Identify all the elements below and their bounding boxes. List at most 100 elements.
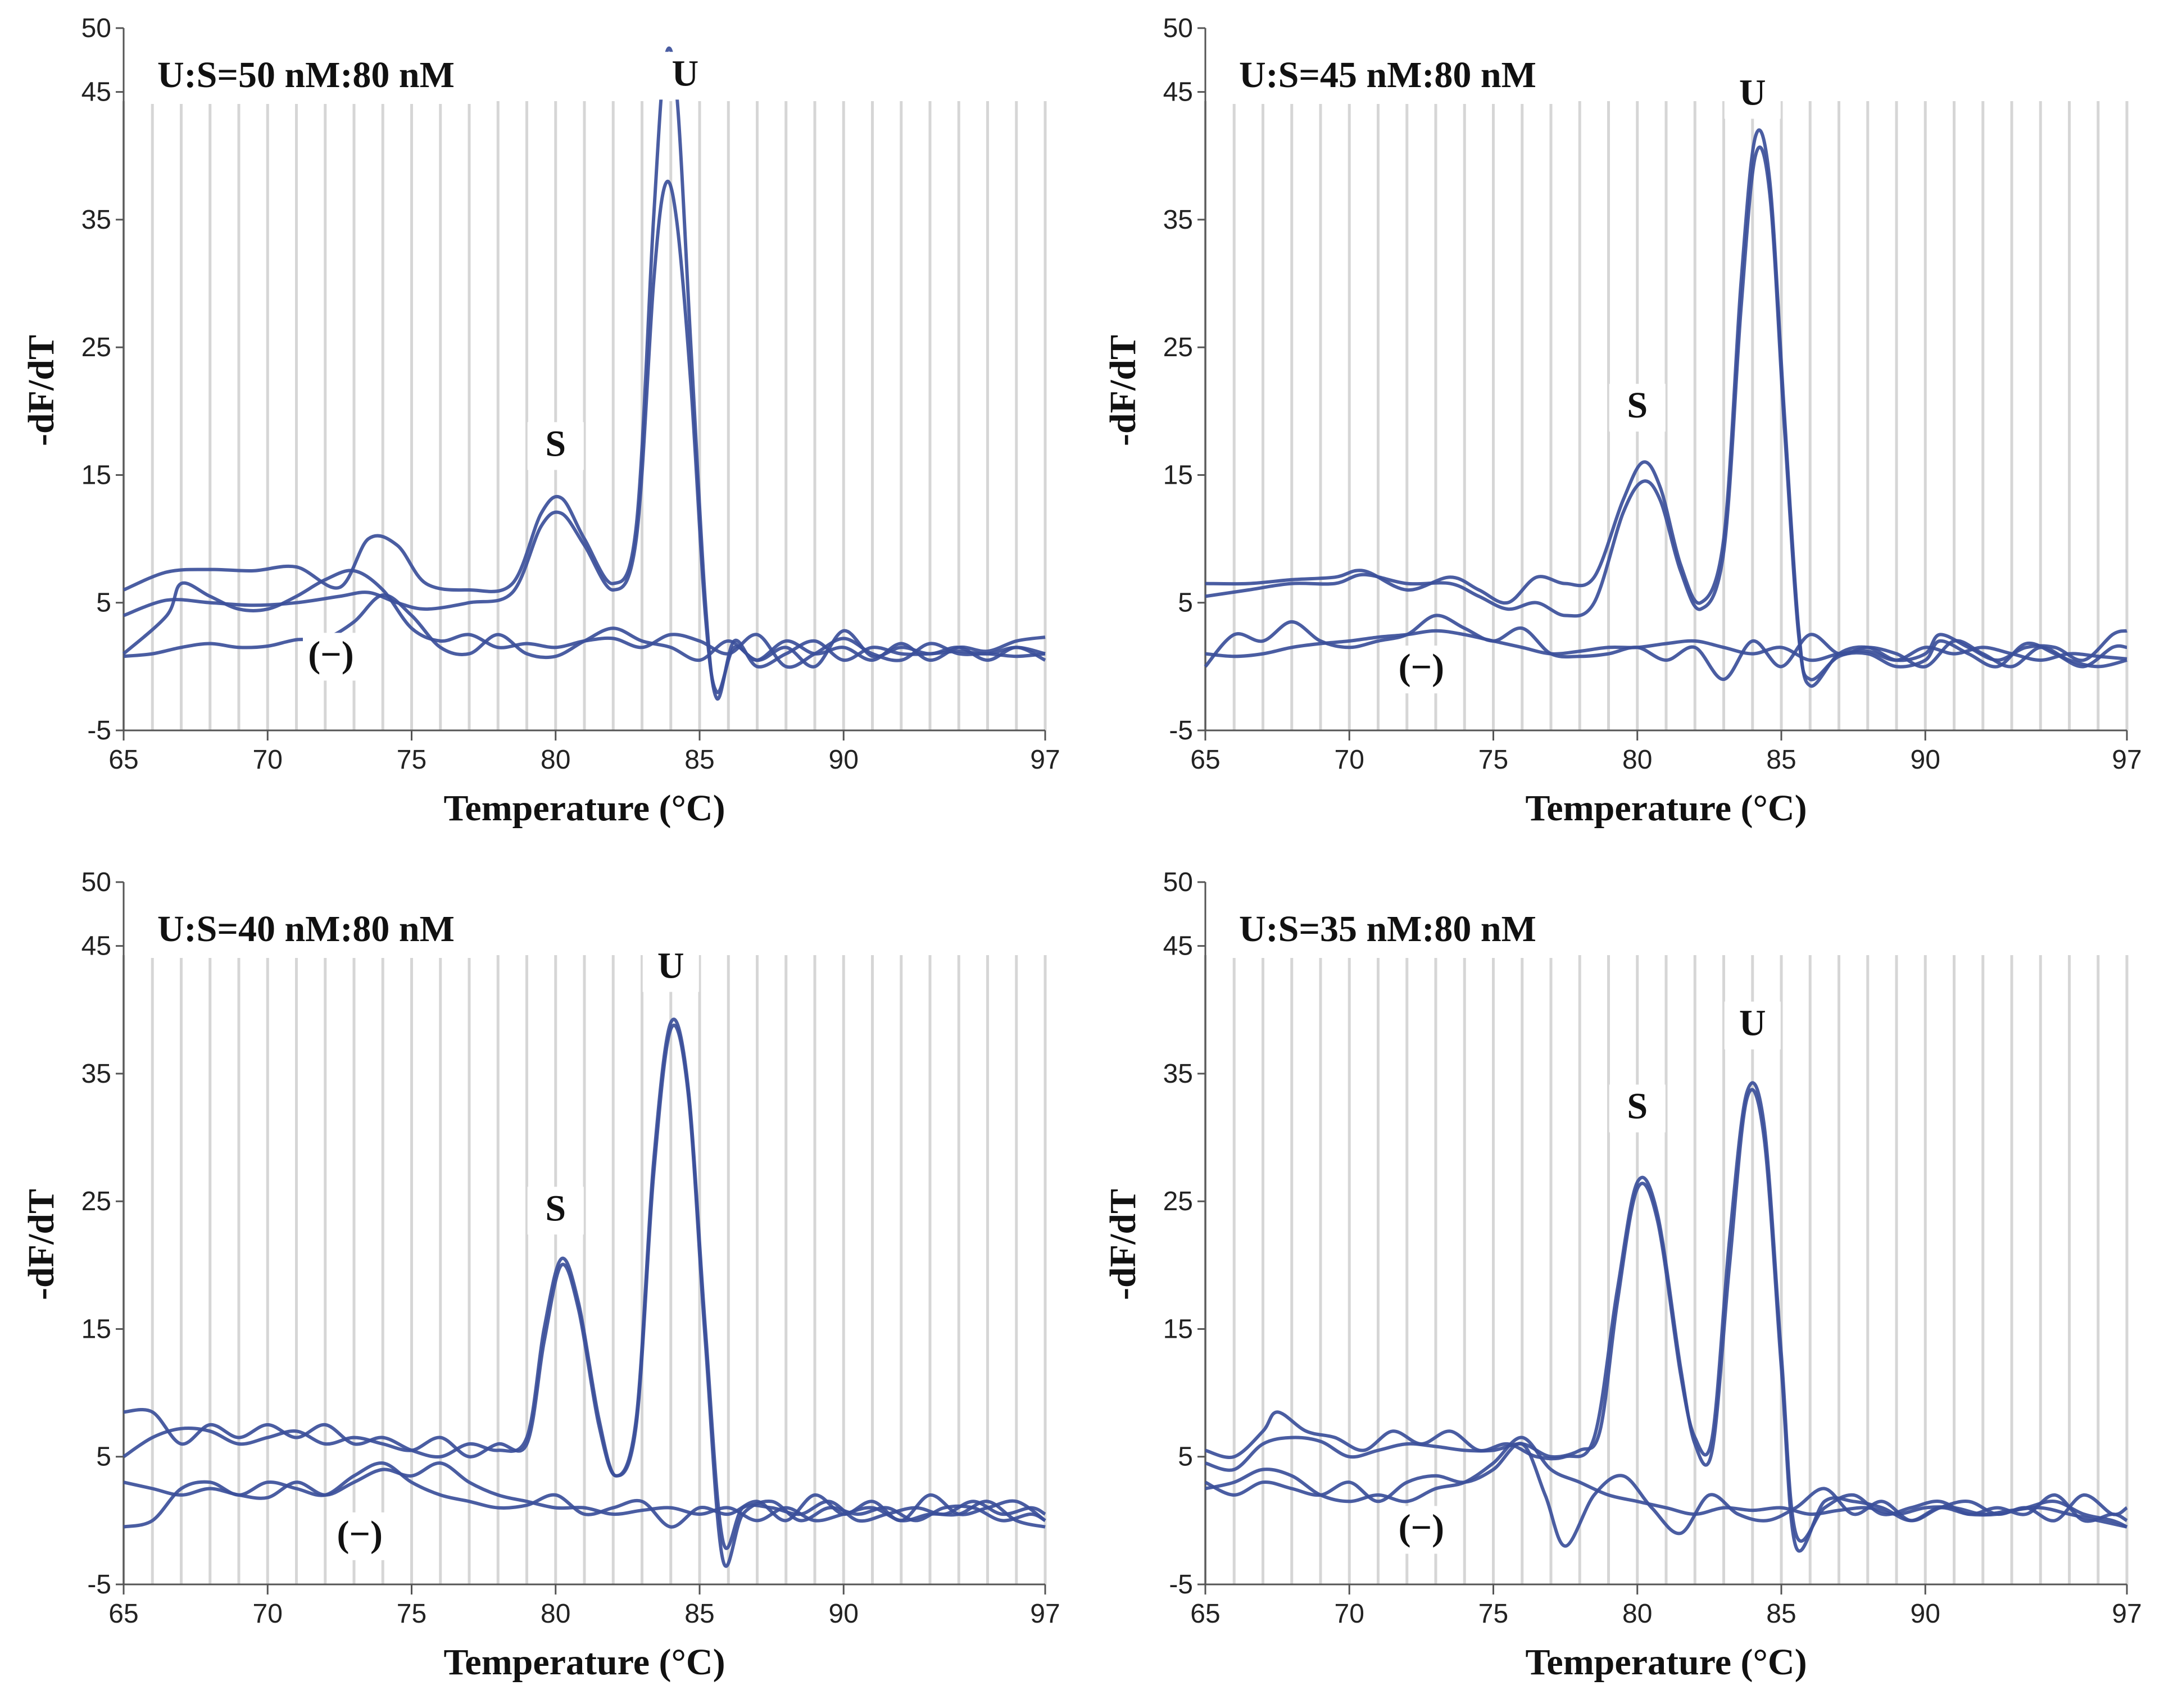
chart3-x-tick-label: 90 (829, 1599, 859, 1629)
chart3-x-tick-label: 85 (684, 1599, 714, 1629)
chart2-y-tick-label: 35 (1163, 205, 1193, 235)
chart3-y-tick-label: 50 (81, 867, 111, 897)
chart4-series-group (1204, 1081, 2128, 1553)
chart3-annotation-backing (642, 944, 699, 992)
chart3-annotation-u: U (657, 945, 684, 986)
chart3-title-backing (146, 896, 483, 958)
chart2-series-line-4 (1205, 629, 2127, 662)
chart2-y-tick-label: 25 (1163, 333, 1193, 362)
chart1-annotation-backing (303, 633, 359, 681)
chart4-annotation-backing (1393, 1506, 1450, 1554)
chart2-y-tick-label: 15 (1163, 460, 1193, 490)
chart4-title-backing (1228, 896, 1565, 958)
chart4-x-tick-label: 65 (1190, 1599, 1220, 1629)
chart4-annotation-u: U (1739, 1003, 1766, 1044)
chart3-y-tick-label: 35 (81, 1059, 111, 1089)
chart2-x-tick-label: 97 (2112, 745, 2142, 775)
chart3-y-tick-label: 15 (81, 1314, 111, 1344)
chart2-y-tick-label: 5 (1178, 588, 1193, 618)
chart1-y-tick-label: 35 (81, 205, 111, 235)
chart4-x-tick-label: 90 (1911, 1599, 1940, 1629)
chart-panel-4: -5 5 15 25 35 45 50 65 70 75 80 85 90 97 Temperature (… (1082, 854, 2163, 1708)
chart4-title: U:S=35 nM:80 nM (1239, 908, 1536, 950)
chart-panel-2: -5 5 15 25 35 45 50 65 70 75 80 85 90 97 Temperature (… (1082, 0, 2163, 854)
chart2-x-tick-label: 85 (1766, 745, 1796, 775)
chart1-y-tick-label: 50 (81, 13, 111, 43)
chart1-x-tick-label: 80 (541, 745, 570, 775)
chart3-annotation-negative: (−) (337, 1514, 383, 1555)
chart3-annotation-s: S (545, 1188, 566, 1229)
chart1-y-tick-label: -5 (87, 716, 111, 746)
chart1-annotation-backing (527, 422, 584, 470)
chart3-gridlines (122, 955, 1047, 1584)
chart4-x-tick-label: 80 (1622, 1599, 1652, 1629)
chart3-x-tick-label: 75 (397, 1599, 427, 1629)
chart2-x-tick-label: 80 (1622, 745, 1652, 775)
chart4-y-tick-label: 5 (1178, 1442, 1193, 1472)
chart2-x-axis-label: Temperature (°C) (1525, 788, 1807, 829)
chart1-x-tick-label: 90 (829, 745, 859, 775)
chart1-x-tick-label: 70 (253, 745, 283, 775)
chart-svg-3: -5 5 15 25 35 45 50 65 70 75 80 85 90 97 Temperature (… (21, 867, 1060, 1683)
chart3-annotation-backing (332, 1512, 388, 1560)
chart1-y-tick-label: 25 (81, 333, 111, 362)
chart4-x-tick-label: 75 (1478, 1599, 1508, 1629)
chart3-series-line-4 (123, 1461, 1046, 1529)
chart2-gridlines (1204, 101, 2129, 730)
chart3-y-axis-label: -dF/dT (21, 1189, 62, 1300)
chart3-x-tick-label: 97 (1030, 1599, 1060, 1629)
chart4-series-line-3 (1204, 1442, 2128, 1548)
chart4-y-tick-label: 15 (1163, 1314, 1193, 1344)
chart4-x-axis-label: Temperature (°C) (1525, 1642, 1807, 1683)
chart1-annotation-s: S (545, 423, 566, 464)
chart4-y-tick-label: 35 (1163, 1059, 1193, 1089)
chart1-series-group (123, 46, 1046, 701)
chart1-x-tick-label: 65 (108, 745, 138, 775)
chart1-y-tick-label: 15 (81, 460, 111, 490)
chart4-annotation-negative: (−) (1399, 1507, 1445, 1548)
chart2-y-tick-label: 50 (1163, 13, 1193, 43)
chart2-annotation-negative: (−) (1399, 647, 1445, 688)
chart3-series-line-2 (123, 1023, 1046, 1568)
chart1-gridlines (122, 101, 1047, 730)
chart3-y-tick-label: 5 (96, 1442, 111, 1472)
chart4-series-line-2 (1205, 1081, 2128, 1543)
chart4-y-tick-label: 25 (1163, 1187, 1193, 1216)
chart4-annotation-backing (1724, 1001, 1781, 1050)
chart2-x-tick-label: 90 (1911, 745, 1940, 775)
chart4-x-tick-label: 85 (1766, 1599, 1796, 1629)
chart1-annotation-u: U (672, 53, 699, 94)
chart2-x-tick-label: 65 (1190, 745, 1220, 775)
chart4-y-axis-label: -dF/dT (1103, 1189, 1144, 1300)
chart4-x-tick-label: 97 (2112, 1599, 2142, 1629)
chart3-y-tick-label: 25 (81, 1187, 111, 1216)
chart2-series-group (1204, 128, 2127, 688)
chart3-y-tick-label: -5 (87, 1570, 111, 1600)
chart1-x-axis-label: Temperature (°C) (443, 788, 725, 829)
chart2-annotation-u: U (1739, 72, 1766, 113)
chart2-title: U:S=45 nM:80 nM (1239, 54, 1536, 96)
chart2-y-tick-label: -5 (1169, 716, 1193, 746)
chart3-x-axis-label: Temperature (°C) (443, 1642, 725, 1683)
chart2-annotation-s: S (1627, 385, 1648, 426)
chart2-y-tick-label: 45 (1163, 78, 1193, 107)
chart1-annotation-backing (657, 52, 714, 100)
chart3-annotation-backing (527, 1187, 584, 1235)
chart2-series-line-1 (1205, 128, 2127, 688)
chart1-y-tick-label: 45 (81, 78, 111, 107)
chart3-y-tick-label: 45 (81, 932, 111, 961)
chart2-annotation-backing (1393, 646, 1450, 694)
chart2-annotation-backing (1609, 384, 1666, 432)
chart-svg-4: -5 5 15 25 35 45 50 65 70 75 80 85 90 97 Temperature (… (1103, 867, 2142, 1683)
chart1-series-line-4 (123, 593, 1046, 669)
chart1-title-backing (146, 42, 483, 104)
chart2-title-backing (1228, 42, 1565, 104)
chart1-y-tick-label: 5 (96, 588, 111, 618)
chart4-x-tick-label: 70 (1335, 1599, 1364, 1629)
chart3-x-tick-label: 80 (541, 1599, 570, 1629)
chart1-annotation-negative: (−) (308, 634, 354, 675)
chart4-y-tick-label: 45 (1163, 932, 1193, 961)
chart-panel-3: -5 5 15 25 35 45 50 65 70 75 80 85 90 97 Temperature (… (0, 854, 1082, 1708)
chart1-x-tick-label: 97 (1030, 745, 1060, 775)
